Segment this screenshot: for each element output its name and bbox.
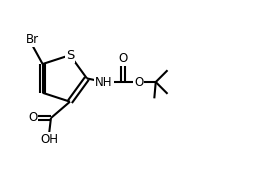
- Text: S: S: [66, 49, 74, 62]
- Text: Br: Br: [26, 33, 39, 46]
- Text: O: O: [28, 112, 37, 125]
- Text: O: O: [118, 52, 128, 65]
- Text: O: O: [134, 76, 143, 89]
- Text: OH: OH: [40, 133, 58, 146]
- Text: NH: NH: [95, 76, 113, 89]
